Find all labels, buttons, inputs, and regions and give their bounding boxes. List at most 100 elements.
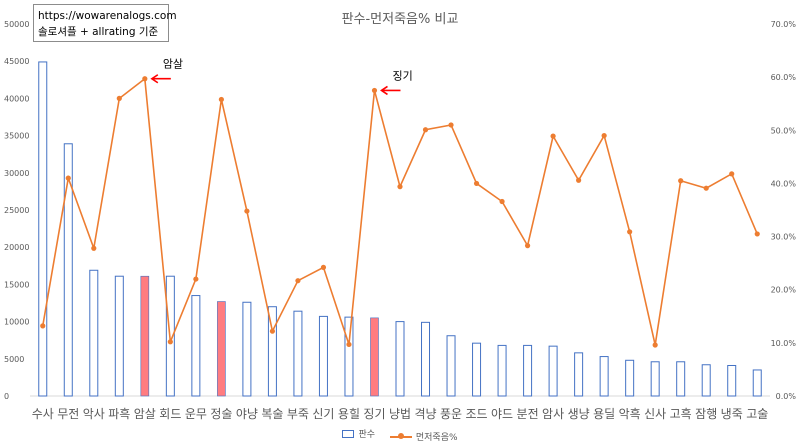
x-tick-label: 징기: [363, 407, 385, 421]
line-point: [627, 229, 633, 235]
legend-label-games: 판수: [358, 430, 375, 440]
bar: [217, 301, 226, 397]
x-tick-label: 복술: [261, 407, 283, 421]
chart-title: 판수-먼저죽음% 비교: [341, 12, 459, 27]
x-tick-label: 암살: [134, 407, 156, 421]
bar: [267, 306, 277, 397]
x-tick-label: 조드: [466, 407, 488, 421]
bar: [344, 316, 354, 397]
bar: [625, 359, 635, 397]
bar: [727, 364, 737, 397]
bar: [114, 275, 124, 397]
bar: [472, 342, 482, 397]
y-left-tick-label: 30000: [4, 169, 29, 178]
line-point: [40, 323, 46, 329]
source-url: https://wowarenalogs.com: [38, 10, 177, 22]
x-tick-label: 악흑: [619, 407, 641, 421]
bar: [548, 345, 558, 397]
x-tick-label: 격냥: [414, 407, 436, 421]
bar: [574, 352, 584, 397]
legend-item-games: 판수: [342, 427, 375, 440]
bar: [63, 143, 73, 397]
line-point: [142, 76, 148, 82]
line-point: [601, 133, 607, 139]
line-point: [550, 133, 556, 139]
x-tick-label: 무전: [57, 407, 79, 421]
line-point: [371, 87, 378, 94]
line-point: [448, 122, 454, 128]
line-point: [499, 198, 505, 205]
source-criteria: 솔로셔플 + allrating 기준: [38, 26, 159, 38]
x-tick-label: 신기: [312, 407, 334, 421]
x-tick-label: 회드: [159, 407, 181, 421]
line-point: [116, 95, 122, 101]
annotation-arrow-head: [380, 85, 388, 96]
line-point: [346, 341, 352, 348]
x-tick-label: 용힐: [338, 407, 360, 421]
line-point: [652, 342, 658, 348]
line-point: [65, 175, 71, 181]
y-right-tick-label: 10.0%: [771, 339, 797, 348]
x-tick-label: 냉죽: [721, 407, 743, 421]
bar: [701, 364, 711, 397]
bar: [38, 61, 48, 397]
line-point: [703, 185, 709, 191]
x-tick-label: 정술: [210, 407, 232, 421]
line-point: [244, 208, 250, 214]
y-right-tick-label: 50.0%: [771, 126, 797, 135]
line-point: [473, 180, 480, 187]
y-left-tick-label: 10000: [4, 318, 29, 327]
y-left-tick-label: 50000: [4, 20, 29, 29]
x-tick-label: 냥법: [389, 407, 411, 421]
line-point: [193, 276, 199, 282]
x-tick-label: 운무: [185, 407, 207, 421]
bar: [497, 344, 507, 397]
y-right-tick-label: 40.0%: [771, 179, 797, 188]
y-left-tick-label: 20000: [4, 243, 29, 252]
legend-label-died-first: 먼저죽음%: [415, 433, 458, 443]
bar: [89, 269, 99, 397]
x-tick-label: 고술: [746, 407, 768, 421]
line-point: [576, 177, 582, 183]
line-point: [320, 264, 327, 270]
line-point: [678, 178, 684, 184]
y-left-tick-label: 0: [4, 392, 9, 401]
annotation-arrow-head: [150, 74, 159, 84]
chart-legend: 판수 먼저죽음%: [0, 427, 800, 443]
y-right-tick-label: 30.0%: [771, 233, 797, 242]
bar: [318, 315, 328, 397]
x-tick-label: 용딜: [593, 407, 615, 421]
x-tick-label: 악사: [83, 407, 105, 421]
bar: [599, 356, 609, 397]
bar: [191, 295, 201, 397]
y-left-tick-label: 40000: [4, 94, 29, 103]
bar: [650, 361, 660, 397]
bar: [676, 361, 686, 397]
line-point: [91, 245, 97, 251]
x-tick-label: 부죽: [287, 407, 309, 421]
x-tick-label: 고흑: [670, 407, 692, 421]
x-tick-label: 분전: [517, 407, 539, 421]
y-right-tick-label: 60.0%: [771, 73, 797, 82]
y-left-tick-label: 25000: [4, 206, 29, 215]
annotation-label: 징기: [392, 69, 412, 82]
x-tick-label: 야냥: [236, 407, 258, 421]
line-point: [754, 231, 760, 237]
y-right-tick-label: 20.0%: [771, 286, 797, 295]
x-tick-label: 암사: [542, 407, 564, 421]
line-series-died-first: [41, 77, 758, 346]
legend-swatch-bar: [342, 429, 355, 438]
y-right-tick-label: 70.0%: [771, 20, 797, 29]
bar: [242, 301, 252, 397]
line-point: [729, 171, 735, 177]
legend-item-died-first: 먼저죽음%: [389, 430, 458, 443]
line-point: [218, 96, 224, 103]
x-tick-label: 수사: [32, 407, 54, 421]
bar: [293, 310, 303, 397]
x-tick-label: 야드: [491, 407, 513, 421]
x-tick-label: 생냥: [568, 407, 590, 421]
bar: [752, 369, 762, 397]
line-point: [269, 328, 276, 334]
x-tick-label: 신사: [644, 407, 666, 421]
